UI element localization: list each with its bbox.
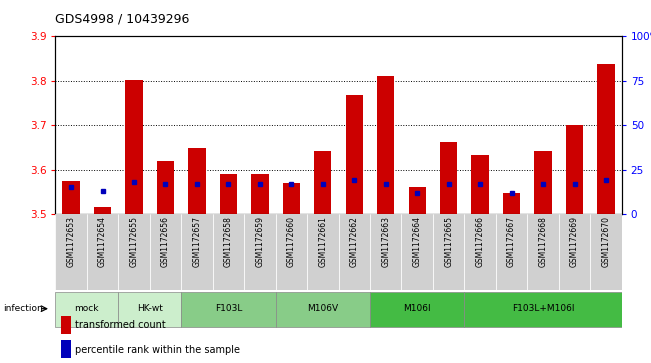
Bar <box>433 214 464 290</box>
Text: GSM1172666: GSM1172666 <box>476 216 484 268</box>
Text: HK-wt: HK-wt <box>137 304 163 313</box>
Bar <box>527 214 559 290</box>
Bar <box>346 95 363 214</box>
Text: GSM1172658: GSM1172658 <box>224 216 233 267</box>
Bar <box>275 214 307 290</box>
Bar <box>440 142 457 214</box>
Bar <box>126 80 143 214</box>
Bar <box>534 151 551 214</box>
Bar <box>61 316 71 334</box>
Bar <box>181 292 275 327</box>
Text: GSM1172665: GSM1172665 <box>444 216 453 268</box>
Text: GSM1172653: GSM1172653 <box>66 216 76 268</box>
Text: GSM1172661: GSM1172661 <box>318 216 327 267</box>
Bar <box>62 181 79 214</box>
Bar <box>566 125 583 214</box>
Text: GSM1172659: GSM1172659 <box>255 216 264 268</box>
Bar <box>339 214 370 290</box>
Text: GSM1172660: GSM1172660 <box>287 216 296 268</box>
Text: infection: infection <box>3 304 42 313</box>
Bar <box>314 151 331 214</box>
Text: GSM1172656: GSM1172656 <box>161 216 170 268</box>
Bar <box>118 292 181 327</box>
Bar <box>251 174 268 214</box>
Bar <box>559 214 590 290</box>
Text: GSM1172654: GSM1172654 <box>98 216 107 268</box>
Bar <box>244 214 275 290</box>
Text: GSM1172667: GSM1172667 <box>507 216 516 268</box>
Bar <box>94 208 111 214</box>
Bar <box>283 183 300 214</box>
Bar <box>55 214 87 290</box>
Text: GSM1172663: GSM1172663 <box>381 216 390 268</box>
Text: F103L: F103L <box>215 304 242 313</box>
Bar <box>307 214 339 290</box>
Bar <box>370 214 402 290</box>
Bar <box>464 214 496 290</box>
Text: F103L+M106I: F103L+M106I <box>512 304 574 313</box>
Bar <box>188 148 206 214</box>
Text: GSM1172670: GSM1172670 <box>602 216 611 268</box>
Bar <box>118 214 150 290</box>
Text: GSM1172655: GSM1172655 <box>130 216 139 268</box>
Bar <box>402 214 433 290</box>
Bar <box>55 292 118 327</box>
Bar <box>61 340 71 358</box>
Bar <box>590 214 622 290</box>
Bar <box>220 174 237 214</box>
Text: GSM1172669: GSM1172669 <box>570 216 579 268</box>
Bar <box>503 193 520 214</box>
Bar <box>370 292 464 327</box>
Bar <box>598 64 615 214</box>
Bar <box>464 292 622 327</box>
Bar <box>275 292 370 327</box>
Bar <box>213 214 244 290</box>
Text: GSM1172657: GSM1172657 <box>193 216 201 268</box>
Bar <box>377 76 395 214</box>
Text: GDS4998 / 10439296: GDS4998 / 10439296 <box>55 12 189 25</box>
Bar <box>181 214 213 290</box>
Bar <box>409 188 426 214</box>
Bar <box>471 155 489 214</box>
Text: M106V: M106V <box>307 304 339 313</box>
Text: GSM1172662: GSM1172662 <box>350 216 359 267</box>
Text: mock: mock <box>75 304 99 313</box>
Text: M106I: M106I <box>404 304 431 313</box>
Bar <box>87 214 118 290</box>
Text: percentile rank within the sample: percentile rank within the sample <box>75 345 240 355</box>
Bar <box>150 214 181 290</box>
Bar <box>157 161 174 214</box>
Text: GSM1172668: GSM1172668 <box>538 216 547 267</box>
Bar <box>496 214 527 290</box>
Text: GSM1172664: GSM1172664 <box>413 216 422 268</box>
Text: transformed count: transformed count <box>75 321 166 330</box>
